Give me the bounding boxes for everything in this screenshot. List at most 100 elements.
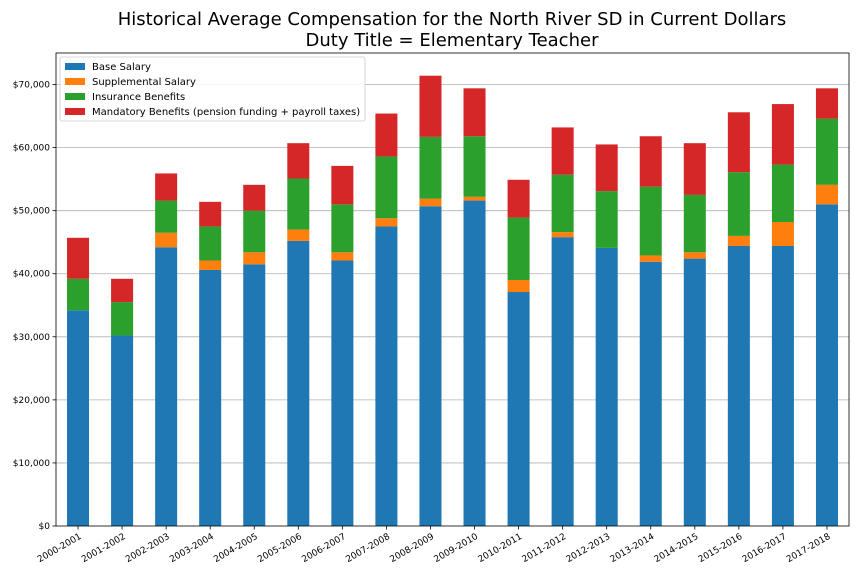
- y-tick-label: $50,000: [13, 207, 50, 217]
- x-tick-label: 2016-2017: [741, 532, 788, 565]
- x-tick-label: 2013-2014: [609, 532, 657, 565]
- plot-frame: [55, 52, 850, 527]
- bar-segment-series-0: [639, 261, 662, 526]
- bar-stack-2015-2016: [727, 112, 750, 526]
- legend-swatch: [65, 78, 85, 85]
- bar-stack-2003-2004: [199, 201, 222, 526]
- bar-segment-series-3: [243, 184, 266, 211]
- bar-segment-series-3: [67, 237, 90, 279]
- bar-stack-2007-2008: [375, 113, 398, 526]
- bar-stack-2010-2011: [507, 179, 530, 526]
- bar-segment-series-3: [639, 136, 662, 187]
- bar-segment-series-2: [287, 178, 310, 230]
- bar-segment-series-2: [331, 204, 354, 253]
- bar-segment-series-1: [331, 252, 354, 261]
- bar-segment-series-2: [419, 136, 442, 199]
- bar-segment-series-1: [463, 196, 486, 201]
- x-axis: 2000-20012001-20022002-20032003-20042004…: [36, 526, 833, 565]
- y-tick-label: $10,000: [13, 459, 50, 469]
- x-tick-label: 2003-2004: [168, 532, 216, 565]
- y-tick-label: $70,000: [13, 81, 50, 91]
- bar-segment-series-2: [683, 194, 706, 253]
- bar-segment-series-1: [199, 260, 222, 270]
- bar-segment-series-3: [199, 201, 222, 227]
- legend-swatch: [65, 63, 85, 70]
- x-tick-label: 2004-2005: [212, 532, 259, 565]
- bar-segment-series-0: [67, 310, 90, 526]
- x-tick-label: 2017-2018: [785, 532, 833, 565]
- bar-segment-series-0: [771, 245, 794, 526]
- y-tick-label: $60,000: [13, 144, 50, 154]
- bar-segment-series-3: [507, 179, 530, 218]
- legend-label: Insurance Benefits: [92, 92, 185, 103]
- bar-segment-series-3: [551, 127, 574, 175]
- bar-segment-series-2: [815, 118, 838, 185]
- bar-segment-series-3: [375, 113, 398, 157]
- x-tick-label: 2005-2006: [256, 532, 304, 565]
- bar-segment-series-1: [287, 229, 310, 241]
- x-tick-label: 2015-2016: [697, 532, 745, 565]
- legend-box: [59, 56, 366, 122]
- bar-segment-series-1: [683, 252, 706, 259]
- bar-segment-series-3: [111, 278, 134, 303]
- bar-stack-2011-2012: [551, 127, 574, 526]
- bar-segment-series-0: [595, 247, 618, 526]
- bar-stack-2005-2006: [287, 143, 310, 526]
- bar-segment-series-0: [727, 245, 750, 526]
- bar-stack-2013-2014: [639, 136, 662, 526]
- x-tick-label: 2007-2008: [344, 532, 392, 565]
- bar-segment-series-1: [243, 252, 266, 265]
- bar-segment-series-3: [419, 75, 442, 137]
- chart-title: Historical Average Compensation for the …: [118, 9, 787, 30]
- bar-segment-series-2: [199, 226, 222, 261]
- y-tick-label: $0: [39, 522, 51, 532]
- bar-segment-series-3: [727, 112, 750, 173]
- bar-segment-series-3: [287, 143, 310, 179]
- bar-segment-series-0: [419, 206, 442, 526]
- bar-segment-series-1: [507, 280, 530, 293]
- bar-segment-series-1: [639, 255, 662, 262]
- bar-segment-series-3: [331, 165, 354, 205]
- bar-segment-series-0: [111, 335, 134, 526]
- x-tick-label: 2006-2007: [300, 532, 347, 565]
- chart-subtitle: Duty Title = Elementary Teacher: [306, 30, 600, 51]
- bar-stack-2009-2010: [463, 88, 486, 527]
- y-tick-label: $40,000: [13, 270, 50, 280]
- bar-segment-series-0: [815, 204, 838, 527]
- legend: Base Salary Supplemental Salary Insurance …: [59, 56, 366, 122]
- x-tick-label: 2001-2002: [80, 532, 127, 565]
- legend-label: Base Salary: [92, 62, 151, 73]
- x-tick-label: 2011-2012: [521, 532, 568, 565]
- bar-segment-series-1: [771, 222, 794, 246]
- bar-segment-series-0: [199, 269, 222, 526]
- x-tick-label: 2010-2011: [477, 532, 524, 565]
- bar-segment-series-2: [67, 278, 90, 311]
- x-tick-label: 2012-2013: [565, 532, 612, 565]
- bar-stack-2017-2018: [815, 88, 838, 527]
- bar-segment-series-0: [551, 237, 574, 526]
- bar-segment-series-0: [287, 240, 310, 526]
- bar-stack-2004-2005: [243, 184, 266, 526]
- bar-segment-series-3: [595, 144, 618, 192]
- bar-segment-series-3: [155, 173, 178, 201]
- bar-stack-2014-2015: [683, 143, 706, 526]
- x-tick-label: 2014-2015: [653, 532, 700, 565]
- legend-label: Mandatory Benefits (pension funding + pa…: [92, 107, 360, 118]
- bar-segment-series-1: [551, 232, 574, 238]
- bar-segment-series-0: [507, 292, 530, 526]
- bar-stack-2001-2002: [111, 278, 134, 526]
- y-tick-label: $20,000: [13, 396, 50, 406]
- bars: [67, 75, 838, 527]
- x-tick-label: 2002-2003: [124, 532, 171, 565]
- y-axis: $0 $10,000 $20,000 $30,000 $40,000 $50,000 $60…: [13, 81, 56, 532]
- legend-swatch: [65, 93, 85, 100]
- bar-stack-2006-2007: [331, 165, 354, 526]
- bar-segment-series-3: [463, 88, 486, 137]
- bar-segment-series-3: [815, 88, 838, 119]
- bar-segment-series-0: [155, 247, 178, 526]
- y-tick-label: $30,000: [13, 333, 50, 343]
- bar-segment-series-2: [727, 172, 750, 236]
- legend-swatch: [65, 108, 85, 115]
- bar-segment-series-0: [243, 264, 266, 526]
